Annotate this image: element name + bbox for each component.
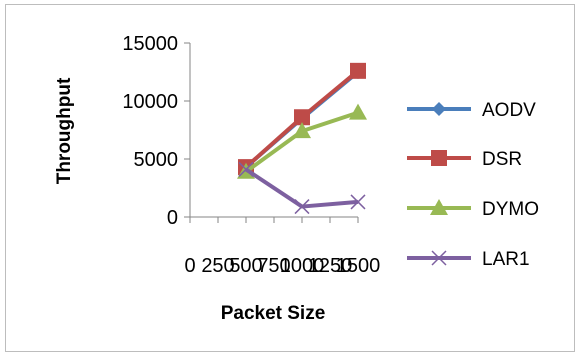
data-point-lar1 [238,161,254,177]
legend-label-dymo: DYMO [482,199,539,220]
chart-frame [5,4,575,352]
legend-marker-dsr [431,150,447,166]
x-tick-label: 500 [229,255,262,277]
legend-marker-aodv [432,102,446,116]
legend-marker-lar1 [431,250,447,266]
y-tick-label: 10000 [122,91,178,113]
legend-label-lar1: LAR1 [482,249,530,270]
data-point-lar1 [350,194,366,210]
y-tick-label: 15000 [122,33,178,55]
y-tick-label: 5000 [134,149,179,171]
x-tick-label: 1500 [336,255,381,277]
series-line-lar1 [244,167,359,209]
data-point-dymo [293,122,311,139]
x-tick-label: 750 [257,255,290,277]
x-tick-label: 1000 [280,255,325,277]
legend-item-dymo: DYMO [407,199,539,220]
data-point-dymo [349,103,367,120]
data-point-dsr [350,62,366,79]
y-axis-title: Throughput [54,77,75,184]
legend-item-aodv: AODV [407,100,536,121]
x-tick-label: 250 [201,255,234,277]
legend: AODV DSR DYMO LAR1 [407,100,539,270]
legend-marker-dymo [430,199,448,215]
legend-item-dsr: DSR [407,149,522,170]
legend-label-aodv: AODV [482,100,536,121]
data-point-dsr [294,109,310,126]
data-point-lar1 [294,199,310,215]
x-tick-label: 0 [184,255,195,277]
legend-item-lar1: LAR1 [407,249,530,270]
axes [184,42,359,223]
series-lines [237,62,367,215]
x-axis-title: Packet Size [221,303,326,324]
y-tick-label: 0 [167,207,178,229]
legend-label-dsr: DSR [482,149,522,170]
x-tick-label: 1250 [308,255,353,277]
